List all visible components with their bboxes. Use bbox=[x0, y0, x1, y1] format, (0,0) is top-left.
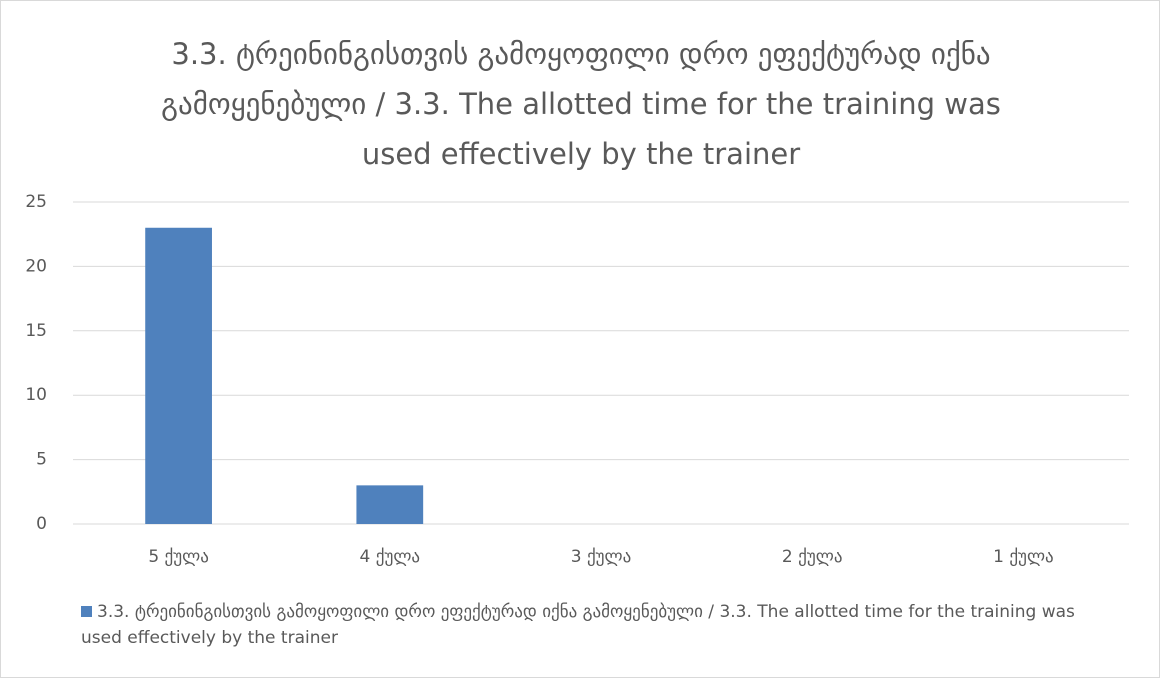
x-tick-label: 2 ქულა bbox=[782, 547, 843, 567]
x-tick-label: 4 ქულა bbox=[360, 547, 421, 567]
y-tick-label: 0 bbox=[36, 514, 47, 534]
bar bbox=[356, 485, 424, 524]
legend-label: 3.3. ტრეინინგისთვის გამოყოფილი დრო ეფექტ… bbox=[81, 602, 1075, 648]
y-tick-label: 20 bbox=[25, 256, 47, 276]
legend-key bbox=[81, 606, 92, 617]
x-tick-label: 5 ქულა bbox=[148, 547, 209, 567]
y-tick-label: 5 bbox=[36, 450, 47, 470]
x-tick-label: 3 ქულა bbox=[571, 547, 632, 567]
legend: 3.3. ტრეინინგისთვის გამოყოფილი დრო ეფექტ… bbox=[81, 599, 1111, 651]
bar bbox=[145, 227, 212, 524]
chart-title: 3.3. ტრეინინგისთვის გამოყოფილი დრო ეფექტ… bbox=[161, 37, 1001, 171]
y-tick-label: 10 bbox=[25, 385, 47, 405]
y-tick-label: 15 bbox=[25, 321, 47, 341]
x-tick-label: 1 ქულა bbox=[993, 547, 1054, 567]
y-tick-label: 25 bbox=[25, 192, 47, 212]
